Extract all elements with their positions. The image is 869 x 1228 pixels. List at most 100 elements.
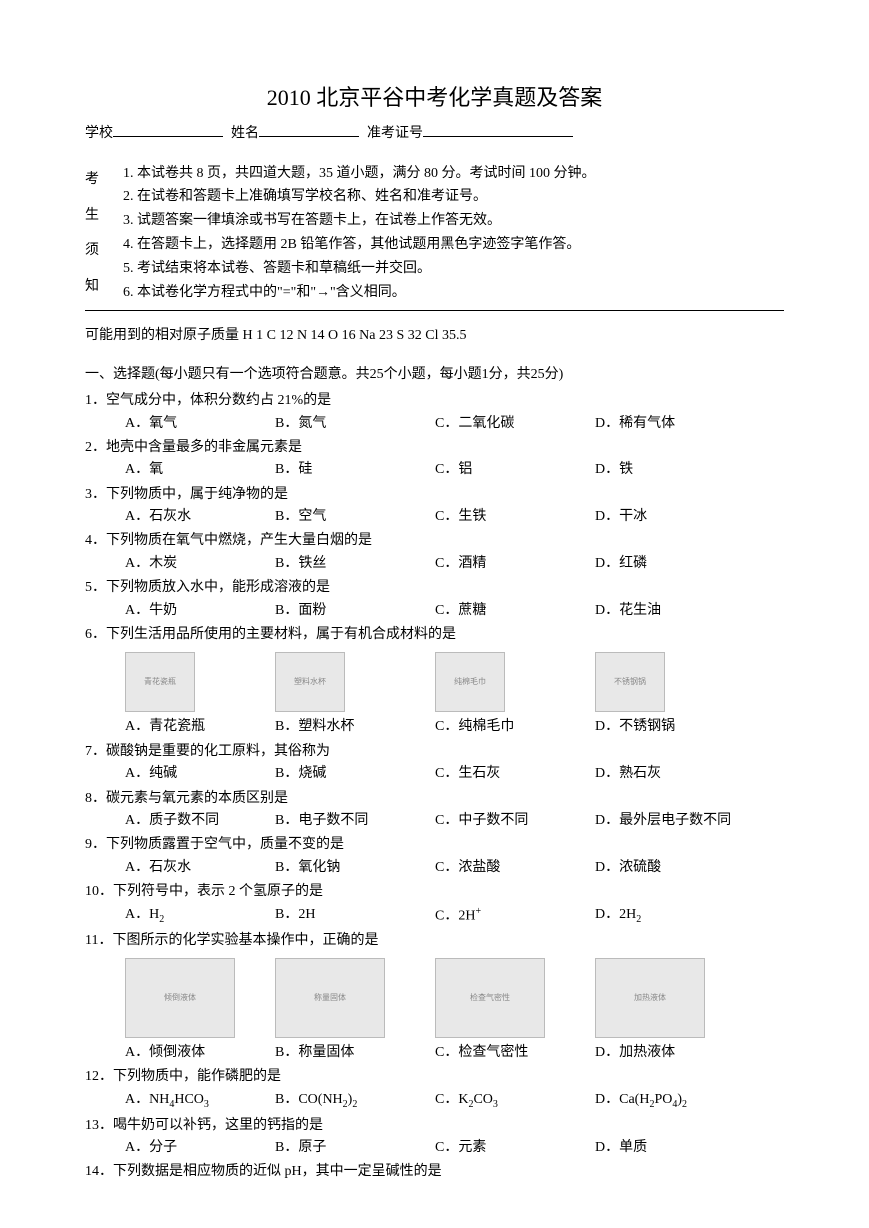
notes-vertical-label: 考 生 须 知 <box>85 162 123 305</box>
option-d: D．红磷 <box>595 553 755 575</box>
option-b: B．CO(NH2)2 <box>275 1089 435 1113</box>
question-stem: 3．下列物质中，属于纯净物的是 <box>85 484 784 506</box>
option-c: C．浓盐酸 <box>435 857 595 879</box>
note-item: 4. 在答题卡上，选择题用 2B 铅笔作答，其他试题用黑色字迹签字笔作答。 <box>123 233 784 257</box>
option-b: B．烧碱 <box>275 763 435 785</box>
question-stem: 6．下列生活用品所使用的主要材料，属于有机合成材料的是 <box>85 624 784 646</box>
question-stem: 10．下列符号中，表示 2 个氢原子的是 <box>85 881 784 903</box>
question-3: 3．下列物质中，属于纯净物的是A．石灰水B．空气C．生铁D．干冰 <box>85 484 784 529</box>
question-stem: 8．碳元素与氧元素的本质区别是 <box>85 788 784 810</box>
note-item: 1. 本试卷共 8 页，共四道大题，35 道小题，满分 80 分。考试时间 10… <box>123 162 784 186</box>
image-cell: 称量固体 <box>275 958 435 1040</box>
option-b: B．硅 <box>275 459 435 481</box>
option-c: C．二氧化碳 <box>435 413 595 435</box>
option-b: B．氧化钠 <box>275 857 435 879</box>
option-a: A．倾倒液体 <box>125 1042 275 1064</box>
option-a: A．氧气 <box>125 413 275 435</box>
option-d: D．加热液体 <box>595 1042 755 1064</box>
question-stem: 11．下图所示的化学实验基本操作中，正确的是 <box>85 930 784 952</box>
options-row: A．石灰水B．空气C．生铁D．干冰 <box>85 506 784 528</box>
options-row: A．氧气B．氮气C．二氧化碳D．稀有气体 <box>85 413 784 435</box>
question-stem: 7．碳酸钠是重要的化工原料，其俗称为 <box>85 741 784 763</box>
question-5: 5．下列物质放入水中，能形成溶液的是A．牛奶B．面粉C．蔗糖D．花生油 <box>85 577 784 622</box>
option-c: C．2H+ <box>435 904 595 928</box>
option-d: D．熟石灰 <box>595 763 755 785</box>
options-row: A．H2B．2HC．2H+D．2H2 <box>85 904 784 928</box>
question-7: 7．碳酸钠是重要的化工原料，其俗称为A．纯碱B．烧碱C．生石灰D．熟石灰 <box>85 741 784 786</box>
option-c: C．纯棉毛巾 <box>435 716 595 738</box>
notes-char-3: 须 <box>85 238 99 263</box>
note-item: 6. 本试卷化学方程式中的"="和"→"含义相同。 <box>123 281 784 305</box>
option-b: B．氮气 <box>275 413 435 435</box>
option-image: 青花瓷瓶 <box>125 652 195 712</box>
option-b: B．2H <box>275 904 435 928</box>
option-c: C．酒精 <box>435 553 595 575</box>
id-blank <box>423 123 573 137</box>
option-image: 塑料水杯 <box>275 652 345 712</box>
option-a: A．分子 <box>125 1137 275 1159</box>
question-stem: 9．下列物质露置于空气中，质量不变的是 <box>85 834 784 856</box>
option-image: 倾倒液体 <box>125 958 235 1038</box>
option-a: A．纯碱 <box>125 763 275 785</box>
question-12: 12．下列物质中，能作磷肥的是A．NH4HCO3B．CO(NH2)2C．K2CO… <box>85 1066 784 1112</box>
option-image: 称量固体 <box>275 958 385 1038</box>
name-blank <box>259 123 359 137</box>
option-d: D．单质 <box>595 1137 755 1159</box>
note-item: 2. 在试卷和答题卡上准确填写学校名称、姓名和准考证号。 <box>123 185 784 209</box>
option-d: D．铁 <box>595 459 755 481</box>
question-6: 6．下列生活用品所使用的主要材料，属于有机合成材料的是青花瓷瓶 塑料水杯 纯棉毛巾 不… <box>85 624 784 739</box>
question-4: 4．下列物质在氧气中燃烧，产生大量白烟的是A．木炭B．铁丝C．酒精D．红磷 <box>85 530 784 575</box>
options-row: A．木炭B．铁丝C．酒精D．红磷 <box>85 553 784 575</box>
option-a: A．NH4HCO3 <box>125 1089 275 1113</box>
options-row: A．纯碱B．烧碱C．生石灰D．熟石灰 <box>85 763 784 785</box>
school-blank <box>113 123 223 137</box>
option-b: B．电子数不同 <box>275 810 435 832</box>
question-14: 14．下列数据是相应物质的近似 pH，其中一定呈碱性的是 <box>85 1161 784 1183</box>
option-c: C．K2CO3 <box>435 1089 595 1113</box>
question-image-row: 青花瓷瓶 塑料水杯 纯棉毛巾 不锈钢锅 <box>85 652 784 714</box>
option-b: B．铁丝 <box>275 553 435 575</box>
question-stem: 14．下列数据是相应物质的近似 pH，其中一定呈碱性的是 <box>85 1161 784 1183</box>
option-d: D．最外层电子数不同 <box>595 810 755 832</box>
options-row: A．石灰水B．氧化钠C．浓盐酸D．浓硫酸 <box>85 857 784 879</box>
option-c: C．元素 <box>435 1137 595 1159</box>
school-label: 学校 <box>85 123 113 145</box>
notes-char-2: 生 <box>85 203 99 228</box>
note-item: 5. 考试结束将本试卷、答题卡和草稿纸一并交回。 <box>123 257 784 281</box>
option-d: D．不锈钢锅 <box>595 716 755 738</box>
options-row: A．青花瓷瓶B．塑料水杯C．纯棉毛巾D．不锈钢锅 <box>85 716 784 738</box>
options-row: A．质子数不同B．电子数不同C．中子数不同D．最外层电子数不同 <box>85 810 784 832</box>
exam-notes-box: 考 生 须 知 1. 本试卷共 8 页，共四道大题，35 道小题，满分 80 分… <box>85 162 784 305</box>
question-stem: 12．下列物质中，能作磷肥的是 <box>85 1066 784 1088</box>
option-d: D．Ca(H2PO4)2 <box>595 1089 755 1113</box>
option-a: A．氧 <box>125 459 275 481</box>
options-row: A．牛奶B．面粉C．蔗糖D．花生油 <box>85 600 784 622</box>
option-d: D．稀有气体 <box>595 413 755 435</box>
image-cell: 纯棉毛巾 <box>435 652 595 714</box>
question-1: 1．空气成分中，体积分数约占 21%的是A．氧气B．氮气C．二氧化碳D．稀有气体 <box>85 390 784 435</box>
question-9: 9．下列物质露置于空气中，质量不变的是A．石灰水B．氧化钠C．浓盐酸D．浓硫酸 <box>85 834 784 879</box>
option-d: D．浓硫酸 <box>595 857 755 879</box>
question-10: 10．下列符号中，表示 2 个氢原子的是A．H2B．2HC．2H+D．2H2 <box>85 881 784 927</box>
option-image: 检查气密性 <box>435 958 545 1038</box>
question-image-row: 倾倒液体称量固体检查气密性加热液体 <box>85 958 784 1040</box>
question-2: 2．地壳中含量最多的非金属元素是A．氧B．硅C．铝D．铁 <box>85 437 784 482</box>
option-a: A．H2 <box>125 904 275 928</box>
image-cell: 塑料水杯 <box>275 652 435 714</box>
question-stem: 4．下列物质在氧气中燃烧，产生大量白烟的是 <box>85 530 784 552</box>
option-image: 不锈钢锅 <box>595 652 665 712</box>
option-a: A．青花瓷瓶 <box>125 716 275 738</box>
option-b: B．面粉 <box>275 600 435 622</box>
question-stem: 13．喝牛奶可以补钙，这里的钙指的是 <box>85 1115 784 1137</box>
image-cell: 不锈钢锅 <box>595 652 755 714</box>
notes-char-1: 考 <box>85 167 99 192</box>
option-b: B．称量固体 <box>275 1042 435 1064</box>
option-image: 纯棉毛巾 <box>435 652 505 712</box>
option-c: C．生铁 <box>435 506 595 528</box>
options-row: A．NH4HCO3B．CO(NH2)2C．K2CO3D．Ca(H2PO4)2 <box>85 1089 784 1113</box>
image-cell: 倾倒液体 <box>125 958 275 1040</box>
option-b: B．塑料水杯 <box>275 716 435 738</box>
option-a: A．石灰水 <box>125 857 275 879</box>
option-b: B．空气 <box>275 506 435 528</box>
atomic-mass-line: 可能用到的相对原子质量 H 1 C 12 N 14 O 16 Na 23 S 3… <box>85 325 784 347</box>
